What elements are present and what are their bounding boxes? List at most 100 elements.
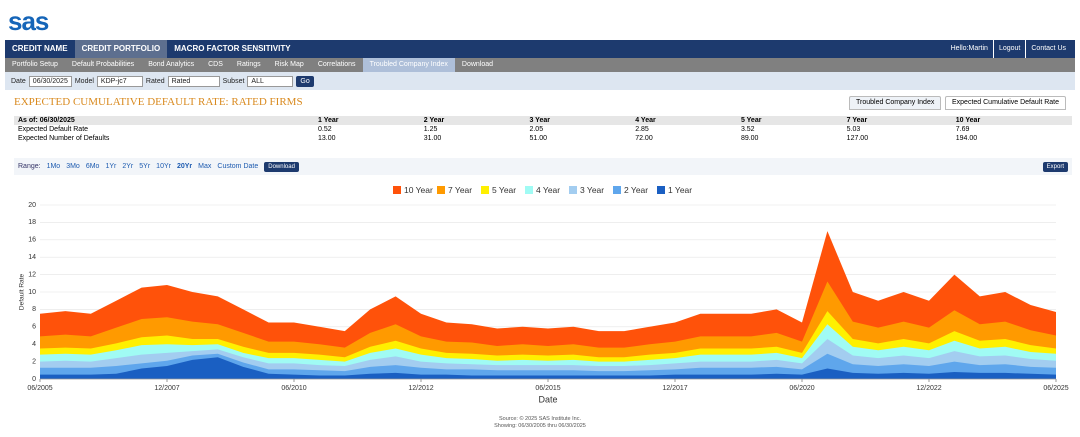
user-name: Hello:Martin xyxy=(950,45,988,52)
sub-nav-item[interactable]: Bond Analytics xyxy=(148,61,195,68)
row: Expected Number of Defaults 13.00 31.00 51.… xyxy=(14,134,1072,143)
row: Expected Default Rate 0.52 1.25 2.05 2.85 3.5… xyxy=(14,125,1072,134)
legend-label: 10 Year xyxy=(404,185,433,195)
x-tick-label: 06/2010 xyxy=(281,385,306,392)
range-option[interactable]: 2Yr xyxy=(122,163,134,170)
legend-label: 1 Year xyxy=(668,185,692,195)
logo[interactable]: sas xyxy=(8,6,49,36)
nav-item[interactable]: MACRO FACTOR SENSITIVITY xyxy=(174,44,291,53)
label: Subset xyxy=(222,77,245,85)
model-select[interactable]: KDP-jc7 xyxy=(96,75,143,87)
nav-item[interactable]: CREDIT PORTFOLIO xyxy=(74,40,168,58)
date-input[interactable]: 06/30/2025 xyxy=(28,75,72,87)
source: Source: © 2025 SAS Institute Inc. xyxy=(498,416,581,422)
filters: Date 06/30/2025 Model KDP-jc7 Rated Rated S… xyxy=(5,72,1075,90)
header-cell: As of: 06/30/2025 xyxy=(14,116,314,125)
page-title: EXPECTED CUMULATIVE DEFAULT RATE: RATED … xyxy=(14,96,303,108)
label: Date xyxy=(11,77,26,85)
x-tick-label: 12/2007 xyxy=(154,385,179,392)
main-nav: CREDIT NAME CREDIT PORTFOLIO MACRO FACTOR … xyxy=(5,40,1075,58)
sub-nav-item[interactable]: Troubled Company Index xyxy=(362,58,455,72)
chart: 0 2 4 6 8 10 12 14 16 18 20 06/2005 12/2007 06/2010 12… xyxy=(19,185,1069,405)
range-bar: Range: 1Mo 3Mo 6Mo 1Yr 2Yr 5Yr 10Yr 20Yr Max Custo… xyxy=(14,158,1072,175)
cell: 1.25 xyxy=(423,126,438,133)
range-label: Range: xyxy=(18,163,41,170)
y-tick-label: 2 xyxy=(32,358,36,365)
header-cell: 7 Year xyxy=(842,116,952,125)
y-tick-label: 0 xyxy=(32,376,36,383)
x-tick-label: 12/2012 xyxy=(408,385,433,392)
y-axis-label: Default Rate xyxy=(19,274,26,311)
y-tick-label: 10 xyxy=(28,289,36,296)
x-tick-label: 12/2022 xyxy=(916,385,941,392)
header-cell: 2 Year xyxy=(419,116,526,125)
rated-select[interactable]: Rated xyxy=(167,75,220,87)
subset-select[interactable]: ALL xyxy=(247,75,294,87)
sub-nav-item[interactable]: CDS xyxy=(208,61,223,68)
cell: 2.05 xyxy=(529,126,544,133)
range-option[interactable]: 20Yr xyxy=(176,163,193,170)
area xyxy=(40,357,1056,379)
y-tick-label: 4 xyxy=(32,341,36,348)
range-option[interactable]: Custom Date xyxy=(217,163,259,170)
cell: 0.52 xyxy=(318,126,332,133)
cell: 127.00 xyxy=(846,135,869,142)
range-option[interactable]: 5Yr xyxy=(139,163,151,170)
header-row: As of: 06/30/2025 1 Year 2 Year 3 Year 4 Yea… xyxy=(14,116,1072,125)
range-option[interactable]: 10Yr xyxy=(156,163,171,170)
range-option[interactable]: 3Mo xyxy=(66,163,80,170)
y-tick-label: 16 xyxy=(28,237,36,244)
label: Rated xyxy=(145,77,165,85)
showing: Showing: 06/30/2005 thru 06/30/2025 xyxy=(494,423,586,429)
sub-nav-item[interactable]: Portfolio Setup xyxy=(12,61,58,68)
go-button[interactable]: Go xyxy=(296,75,314,87)
range-option[interactable]: Max xyxy=(198,163,212,170)
export-button[interactable]: Export xyxy=(1042,161,1068,172)
cell: 89.00 xyxy=(740,135,759,142)
cell: 2.85 xyxy=(635,126,649,133)
range-option[interactable]: 1Mo xyxy=(46,163,61,170)
sub-nav-item[interactable]: Correlations xyxy=(317,61,356,68)
tab[interactable]: Expected Cumulative Default Rate xyxy=(945,96,1066,110)
legend-swatch xyxy=(657,186,665,194)
y-tick-label: 20 xyxy=(28,202,36,209)
area xyxy=(40,353,1056,379)
sub-nav: Portfolio Setup Default Probabilities Bond… xyxy=(5,58,1075,72)
x-tick-label: 06/2005 xyxy=(27,385,52,392)
header-cell: 3 Year xyxy=(525,116,632,125)
x-axis-label: Date xyxy=(538,394,557,404)
nav-item[interactable]: CREDIT NAME xyxy=(12,44,68,53)
logout[interactable]: Logout xyxy=(992,40,1025,58)
x-tick-label: 06/2025 xyxy=(1043,385,1068,392)
legend-label: 2 Year xyxy=(624,185,648,195)
x-tick-label: 06/2020 xyxy=(789,385,814,392)
cell: 31.00 xyxy=(423,135,442,142)
cell: 3.52 xyxy=(740,126,755,133)
tab[interactable]: Troubled Company Index xyxy=(849,96,942,110)
contact[interactable]: Contact Us xyxy=(1025,40,1071,58)
legend-swatch xyxy=(481,186,489,194)
range-option[interactable]: 1Yr xyxy=(105,163,117,170)
legend-swatch xyxy=(525,186,533,194)
y-tick-label: 8 xyxy=(32,306,36,313)
cell: Expected Number of Defaults xyxy=(18,135,110,142)
sub-nav-item[interactable]: Default Probabilities xyxy=(71,61,135,68)
header-cell: 1 Year xyxy=(314,116,420,125)
legend-swatch xyxy=(569,186,577,194)
download-button[interactable]: Download xyxy=(264,161,299,172)
legend-swatch xyxy=(613,186,621,194)
sub-nav-item[interactable]: Ratings xyxy=(236,61,261,68)
sub-nav-item[interactable]: Download xyxy=(461,61,494,68)
legend-label: 3 Year xyxy=(580,185,604,195)
label: Model xyxy=(74,77,94,85)
cell: 13.00 xyxy=(318,135,336,142)
sub-nav-item[interactable]: Risk Map xyxy=(274,61,304,68)
cell: 5.03 xyxy=(846,126,861,133)
area xyxy=(40,338,1056,379)
range-option[interactable]: 6Mo xyxy=(85,163,100,170)
summary-table: As of: 06/30/2025 1 Year 2 Year 3 Year 4 Yea… xyxy=(14,116,1072,143)
legend-swatch xyxy=(437,186,445,194)
legend-swatch xyxy=(393,186,401,194)
legend-label: 5 Year xyxy=(492,185,516,195)
legend-label: 7 Year xyxy=(448,185,472,195)
